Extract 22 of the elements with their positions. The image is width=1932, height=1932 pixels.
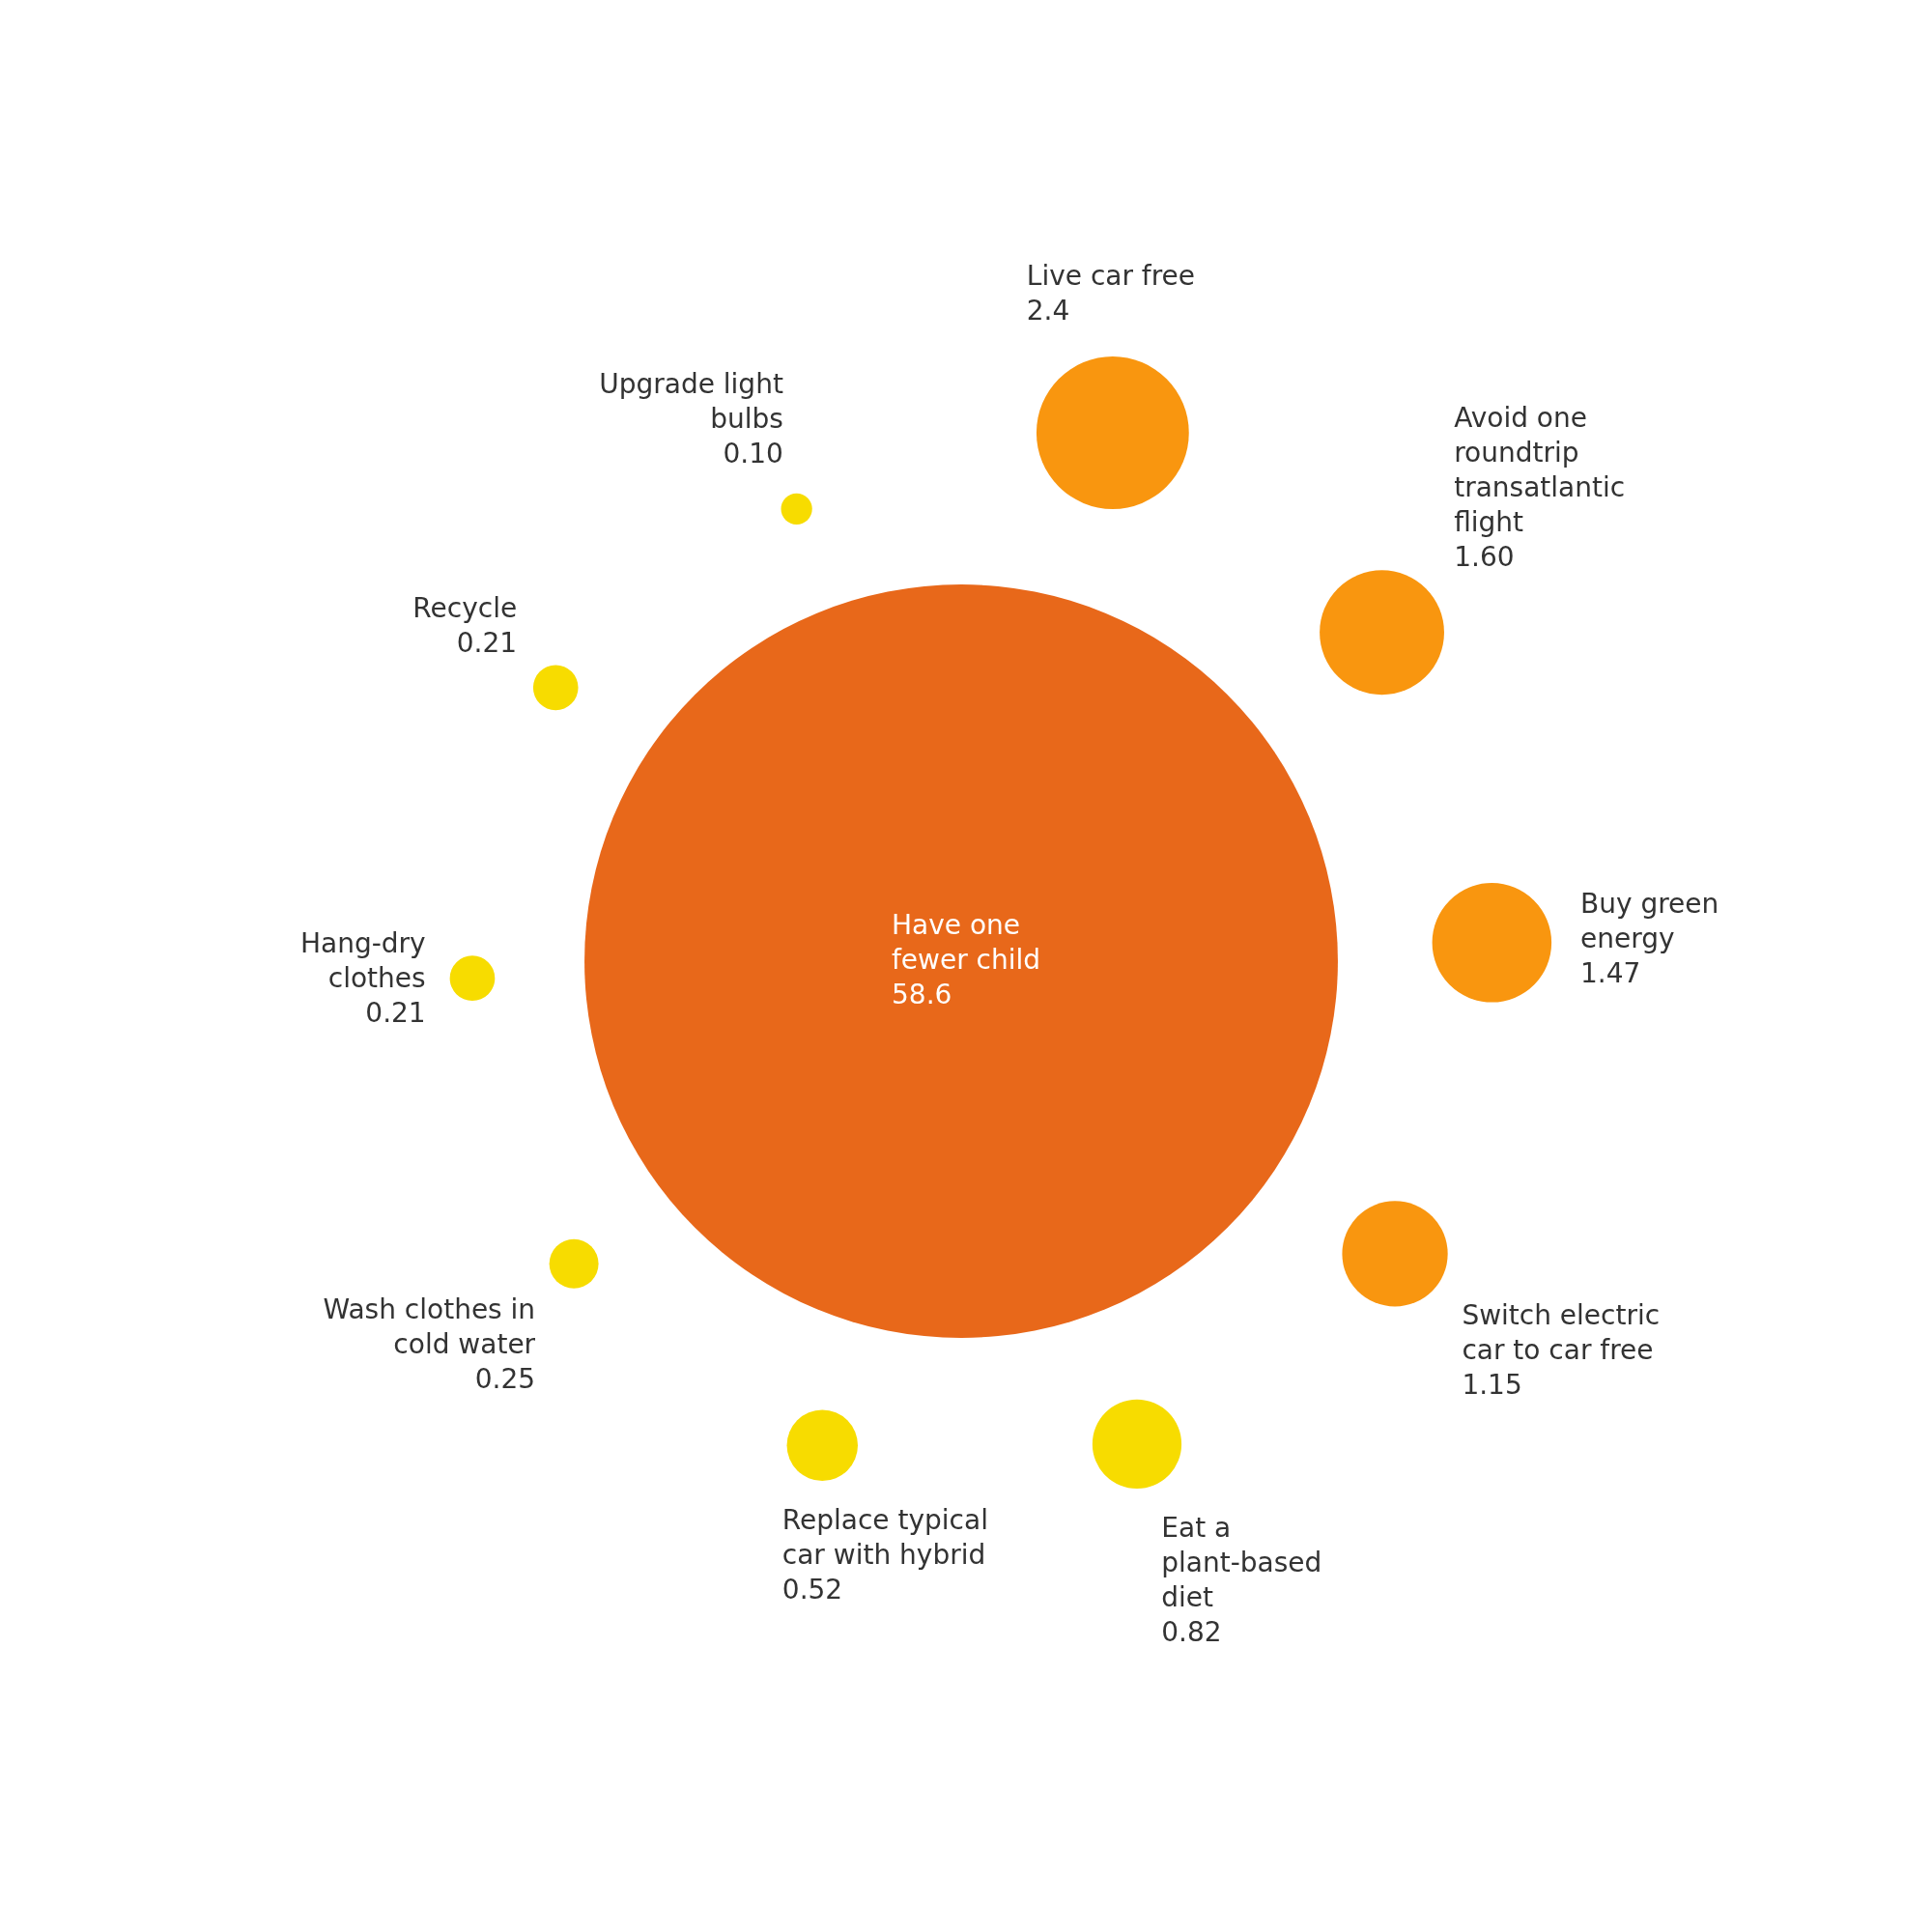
data-label: 0.21 xyxy=(456,626,518,659)
category-label: Wash clothes in cold water xyxy=(323,1293,536,1361)
data-label: 0.10 xyxy=(723,438,783,470)
data-label: 2.4 xyxy=(1026,295,1070,327)
category-label: Live car free xyxy=(1026,260,1196,293)
data-label: 0.25 xyxy=(474,1363,536,1396)
data-label: 1.60 xyxy=(1454,541,1515,574)
data-label: 0.21 xyxy=(365,997,426,1030)
category-label: Buy green energy xyxy=(1579,887,1719,954)
category-label: Avoid one roundtrip transatlantic flight xyxy=(1454,402,1626,539)
data-label: 0.82 xyxy=(1161,1615,1222,1648)
data-label: 58.6 xyxy=(892,979,952,1010)
category-label: Hang-dry clothes xyxy=(299,927,426,995)
data-label: 1.15 xyxy=(1462,1368,1522,1401)
category-label: Switch electric car to car free xyxy=(1462,1298,1661,1366)
category-label: Eat a plant-based diet xyxy=(1161,1511,1322,1613)
category-label: Have one fewer child xyxy=(892,909,1041,976)
category-label: Replace typical car with hybrid xyxy=(781,1504,988,1572)
data-label: 0.52 xyxy=(781,1574,843,1606)
category-label: Recycle xyxy=(412,591,518,624)
data-label: 1.47 xyxy=(1579,956,1641,989)
category-label: Upgrade light bulbs xyxy=(599,368,783,436)
